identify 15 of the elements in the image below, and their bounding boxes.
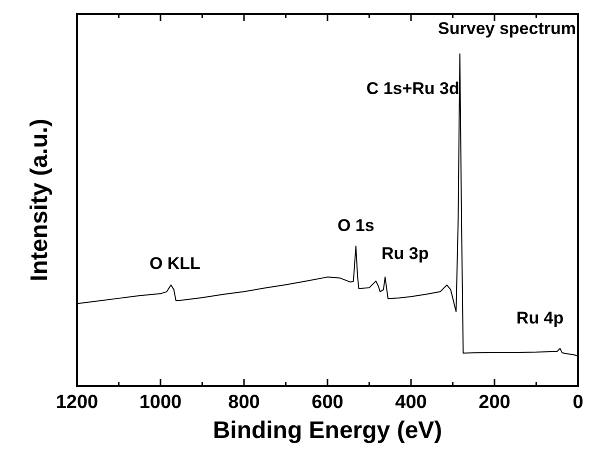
- x-tick-label: 400: [395, 392, 427, 413]
- x-tick-label: 1200: [56, 392, 98, 413]
- x-tick-label: 200: [478, 392, 510, 413]
- x-tick-label: 600: [312, 392, 344, 413]
- annotation: O 1s: [337, 216, 374, 236]
- annotation: Ru 3p: [382, 244, 429, 264]
- annotation: O KLL: [149, 254, 200, 274]
- y-axis-title: Intensity (a.u.): [26, 118, 53, 282]
- x-axis-title: Binding Energy (eV): [212, 417, 442, 444]
- annotation: C 1s+Ru 3d: [366, 78, 460, 98]
- chart-title: Survey spectrum: [438, 19, 576, 38]
- x-tick-label: 800: [228, 392, 260, 413]
- x-tick-label: 0: [572, 392, 584, 413]
- x-tick-label: 1000: [139, 392, 182, 413]
- annotation: Ru 4p: [516, 308, 564, 328]
